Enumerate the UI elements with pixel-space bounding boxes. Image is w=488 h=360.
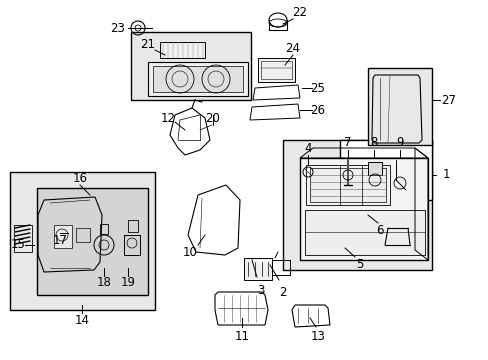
Bar — [37, 188, 148, 295]
Text: 10: 10 — [182, 246, 197, 258]
Bar — [244, 258, 271, 280]
Bar — [153, 66, 243, 92]
Text: 14: 14 — [74, 314, 89, 327]
Text: 6: 6 — [375, 224, 383, 237]
Text: 12: 12 — [160, 112, 175, 125]
Text: 2: 2 — [279, 287, 286, 300]
Text: 11: 11 — [234, 330, 249, 343]
Bar — [128, 220, 138, 232]
Bar — [305, 210, 424, 255]
Text: 13: 13 — [310, 330, 325, 343]
Bar — [258, 58, 294, 82]
Text: 23: 23 — [110, 22, 125, 35]
Text: 24: 24 — [285, 41, 300, 54]
Bar — [148, 62, 247, 96]
Text: 1: 1 — [441, 168, 449, 181]
Bar — [299, 158, 427, 260]
Text: 5: 5 — [356, 257, 363, 270]
Bar — [131, 32, 250, 100]
Text: 9: 9 — [395, 136, 403, 149]
Bar — [283, 140, 431, 270]
Text: 4: 4 — [304, 141, 311, 154]
Text: 27: 27 — [441, 94, 456, 107]
Text: 8: 8 — [369, 136, 377, 149]
Text: 25: 25 — [310, 81, 325, 94]
Bar — [339, 140, 431, 200]
Bar — [76, 228, 90, 242]
Bar — [14, 225, 32, 252]
Text: 15: 15 — [11, 238, 25, 252]
Text: 16: 16 — [72, 171, 87, 184]
Text: 26: 26 — [310, 104, 325, 117]
Bar — [54, 225, 72, 248]
Bar — [100, 224, 108, 234]
Text: 22: 22 — [292, 5, 307, 18]
Bar — [305, 165, 389, 205]
Bar — [261, 61, 291, 79]
Text: 17: 17 — [52, 234, 67, 247]
Bar — [10, 172, 155, 310]
Bar — [367, 68, 431, 145]
Text: 3: 3 — [257, 284, 264, 297]
Bar — [160, 42, 204, 58]
Bar — [271, 260, 289, 275]
Bar — [367, 162, 381, 175]
Text: 7: 7 — [344, 136, 351, 149]
Text: 18: 18 — [96, 276, 111, 289]
Text: 20: 20 — [205, 112, 220, 125]
Text: 21: 21 — [140, 39, 155, 51]
Bar — [309, 168, 385, 202]
Text: 19: 19 — [120, 276, 135, 289]
